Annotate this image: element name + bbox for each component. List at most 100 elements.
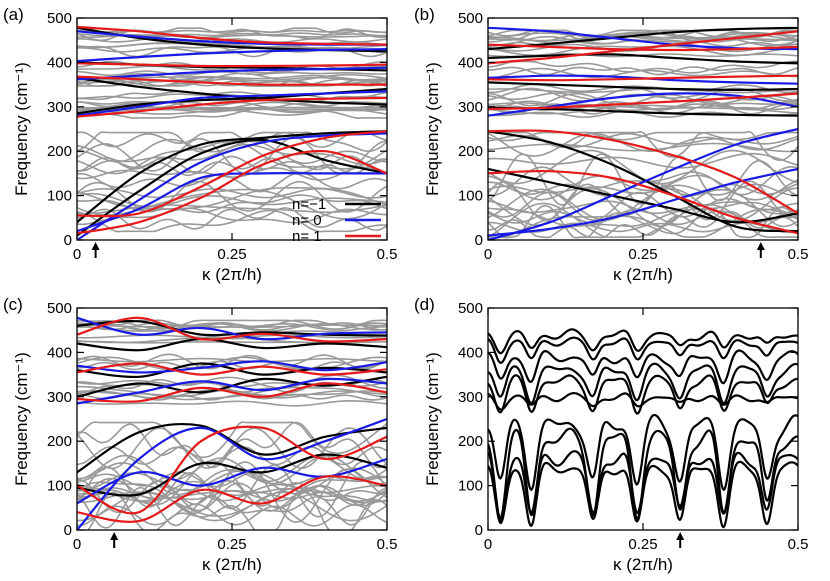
y-tick-label: 0	[475, 522, 483, 539]
y-tick-label: 400	[458, 344, 483, 361]
x-tick-label: 0.5	[377, 246, 398, 263]
gray-band-line	[77, 37, 387, 44]
gray-band-line	[488, 104, 798, 115]
plot-area	[488, 328, 798, 529]
series-line	[488, 53, 798, 65]
y-tick-label: 0	[475, 232, 483, 249]
y-tick-label: 400	[47, 54, 72, 71]
series-line	[488, 328, 798, 355]
gray-band-line	[77, 131, 387, 153]
gray-band-line	[488, 67, 798, 80]
gray-band-line	[87, 489, 387, 530]
series-line	[488, 362, 798, 405]
gray-band-line	[77, 187, 387, 199]
gray-band-line	[77, 180, 387, 213]
x-tick-label: 0.25	[217, 536, 246, 553]
gray-band-line	[77, 399, 387, 407]
series-line	[77, 90, 387, 117]
series-line	[77, 132, 387, 240]
series-line	[488, 391, 798, 411]
legend-label: n= 0	[292, 212, 322, 229]
series-line	[488, 169, 798, 235]
gray-band-line	[77, 326, 387, 340]
x-tick-label: 0.25	[217, 246, 246, 263]
series-line	[77, 96, 387, 118]
y-tick-label: 400	[458, 54, 483, 71]
y-tick-label: 100	[458, 188, 483, 205]
panel-a: 0 100 200 300 400 500 0 0.25 0.5 κ (2π/h) Frequenc…	[3, 5, 397, 284]
series-line	[488, 43, 798, 52]
series-line	[77, 66, 387, 81]
series-line	[77, 360, 387, 374]
gray-band-line	[488, 153, 798, 206]
series-line	[77, 149, 387, 235]
series-line	[77, 417, 387, 530]
y-tick-label: 100	[458, 478, 483, 495]
series-line	[77, 375, 387, 398]
legend-label: n=−1	[292, 196, 326, 213]
x-axis-label: κ (2π/h)	[202, 265, 262, 284]
series-line	[488, 167, 798, 237]
gray-band-line	[488, 174, 798, 201]
series-line	[488, 336, 798, 364]
y-tick-label: 100	[47, 188, 72, 205]
kappa-marker-head	[676, 532, 685, 540]
gray-band-line	[488, 103, 798, 112]
y-axis-label: Frequency (cm⁻¹)	[12, 62, 31, 196]
gray-band-line	[77, 131, 387, 148]
x-tick-label: 0.5	[377, 536, 398, 553]
gray-band-line	[77, 72, 387, 83]
legend: n=−1n= 0n= 1	[292, 196, 381, 245]
y-tick-label: 200	[47, 143, 72, 160]
series-line	[488, 167, 798, 224]
gray-band-line	[77, 491, 387, 522]
gray-band-line	[77, 143, 387, 166]
gray-band-line	[77, 108, 387, 119]
series-line	[488, 74, 798, 82]
legend-label: n= 1	[292, 228, 322, 245]
series-line	[488, 349, 798, 385]
x-tick-label: 0	[73, 246, 81, 263]
series-line	[77, 422, 387, 474]
series-line	[77, 362, 387, 378]
y-tick-label: 500	[47, 10, 72, 27]
x-axis-label: κ (2π/h)	[613, 555, 673, 574]
gray-band-line	[488, 31, 798, 39]
gray-band-line	[488, 204, 798, 239]
gray-band-line	[77, 421, 387, 469]
gray-band-line	[77, 209, 387, 233]
y-tick-label: 300	[47, 99, 72, 116]
y-axis-label: Frequency (cm⁻¹)	[423, 352, 442, 486]
series-line	[488, 30, 798, 65]
series-line	[77, 425, 387, 515]
x-tick-label: 0.25	[628, 246, 657, 263]
y-tick-label: 500	[47, 300, 72, 317]
y-tick-label: 300	[47, 389, 72, 406]
y-axis-label: Frequency (cm⁻¹)	[12, 352, 31, 486]
y-tick-label: 0	[64, 522, 72, 539]
gray-band-line	[488, 101, 798, 112]
y-tick-label: 200	[458, 143, 483, 160]
series-line	[77, 377, 387, 405]
series-line	[77, 25, 387, 46]
kappa-marker-head	[756, 242, 765, 250]
panel-label: (b)	[414, 5, 435, 24]
series-line	[77, 362, 387, 376]
panel-label: (a)	[3, 5, 24, 24]
series-line	[77, 475, 387, 523]
series-line	[77, 382, 387, 403]
x-tick-label: 0	[73, 536, 81, 553]
series-line	[488, 374, 798, 415]
gray-band-line	[488, 187, 798, 222]
panel-d: 0 100 200 300 400 500 0 0.25 0.5 κ (2π/h) Frequenc…	[414, 295, 808, 574]
gray-band-line	[77, 70, 387, 77]
series-line	[77, 316, 387, 341]
series-line	[488, 26, 798, 51]
y-axis-label: Frequency (cm⁻¹)	[423, 62, 442, 196]
gray-band-line	[77, 385, 387, 401]
panel-b: 0 100 200 300 400 500 0 0.25 0.5 κ (2π/h) Frequenc…	[414, 5, 808, 284]
y-tick-label: 400	[47, 344, 72, 361]
gray-band-line	[77, 454, 387, 483]
gray-band-line	[488, 33, 798, 44]
